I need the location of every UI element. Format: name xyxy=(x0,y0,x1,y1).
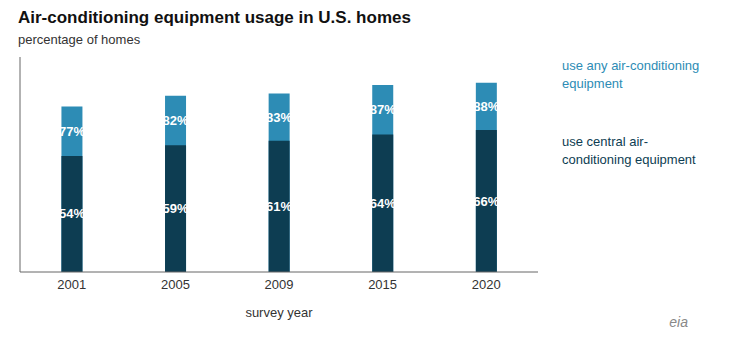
svg-text:2009: 2009 xyxy=(265,277,294,292)
svg-text:survey year: survey year xyxy=(245,305,313,320)
svg-text:64%: 64% xyxy=(370,196,396,211)
svg-text:61%: 61% xyxy=(266,199,292,214)
svg-text:83%: 83% xyxy=(266,110,292,125)
html-text:Air-conditioning equipment usa: Air-conditioning equipment usage in U.S.… xyxy=(18,8,411,27)
html-text:use central air-conditioning e: use central air-conditioning equipment xyxy=(562,134,696,167)
svg-text:54%: 54% xyxy=(59,206,85,221)
svg-text:82%: 82% xyxy=(163,113,189,128)
svg-text:2005: 2005 xyxy=(161,277,190,292)
html-text:use any air-conditioning equip: use any air-conditioning equipment xyxy=(562,58,700,91)
svg-text:66%: 66% xyxy=(473,194,499,209)
svg-text:59%: 59% xyxy=(163,201,189,216)
svg-text:77%: 77% xyxy=(59,124,85,139)
svg-text:2020: 2020 xyxy=(472,277,501,292)
svg-text:87%: 87% xyxy=(370,102,396,117)
html-text:percentage of homes: percentage of homes xyxy=(18,32,141,47)
svg-text:2001: 2001 xyxy=(57,277,86,292)
svg-text:2015: 2015 xyxy=(368,277,397,292)
html-text:eia: eia xyxy=(669,314,688,330)
svg-text:88%: 88% xyxy=(473,99,499,114)
